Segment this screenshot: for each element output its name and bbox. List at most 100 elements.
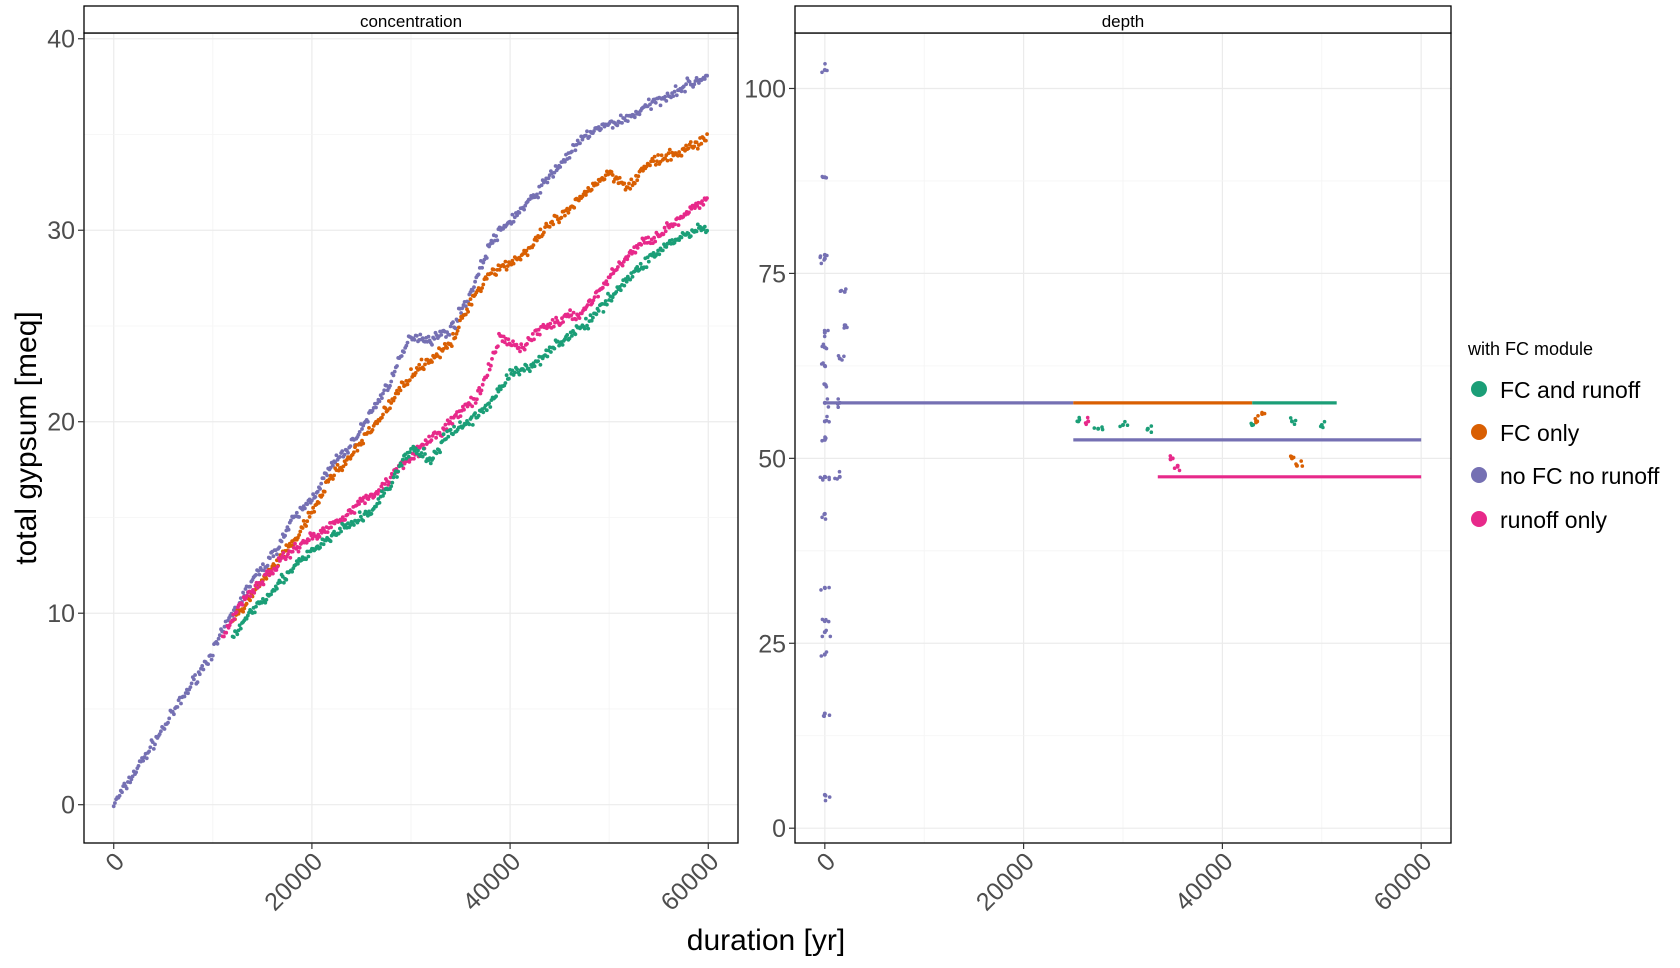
data-point bbox=[528, 369, 532, 374]
data-point bbox=[625, 119, 630, 123]
data-point bbox=[617, 175, 622, 180]
legend-label-no-fc-no-runoff: no FC no runoff bbox=[1500, 463, 1660, 489]
data-point bbox=[550, 318, 555, 322]
data-point bbox=[148, 745, 153, 750]
data-point bbox=[628, 186, 633, 191]
data-point bbox=[684, 82, 688, 87]
data-point bbox=[356, 432, 361, 437]
data-point bbox=[343, 517, 347, 522]
data-point bbox=[510, 258, 515, 263]
data-point bbox=[820, 617, 825, 622]
data-point bbox=[487, 367, 492, 372]
data-point bbox=[496, 344, 500, 349]
data-point bbox=[705, 132, 709, 137]
data-point bbox=[244, 601, 249, 606]
data-point bbox=[585, 129, 589, 134]
points-fc-only bbox=[1253, 410, 1305, 468]
data-point bbox=[517, 372, 522, 377]
data-point bbox=[275, 564, 280, 569]
data-point bbox=[141, 758, 146, 763]
data-point bbox=[672, 89, 677, 94]
data-point bbox=[317, 501, 321, 505]
data-point bbox=[400, 380, 405, 385]
data-point bbox=[340, 468, 345, 473]
data-point bbox=[669, 158, 673, 162]
data-point bbox=[552, 346, 557, 351]
y-tick-label: 10 bbox=[47, 600, 75, 628]
data-point bbox=[298, 529, 303, 534]
data-point bbox=[1100, 427, 1105, 432]
data-point bbox=[501, 334, 506, 339]
data-point bbox=[318, 545, 322, 550]
data-point bbox=[701, 202, 706, 207]
data-point bbox=[1145, 428, 1150, 432]
data-point bbox=[375, 491, 380, 496]
data-point bbox=[822, 258, 826, 262]
data-point bbox=[694, 140, 699, 145]
data-point bbox=[558, 165, 563, 169]
data-point bbox=[300, 526, 305, 530]
data-point bbox=[452, 424, 456, 429]
data-point bbox=[686, 231, 691, 236]
data-point bbox=[476, 272, 481, 277]
data-point bbox=[1172, 466, 1177, 471]
data-point bbox=[294, 510, 299, 515]
data-point bbox=[237, 623, 242, 628]
data-point bbox=[256, 569, 261, 573]
data-point bbox=[641, 168, 645, 173]
data-point bbox=[399, 354, 404, 358]
data-point bbox=[503, 381, 508, 385]
data-point bbox=[569, 313, 574, 318]
data-point bbox=[688, 234, 693, 239]
data-point bbox=[638, 261, 643, 266]
data-point bbox=[658, 103, 663, 108]
data-point bbox=[1293, 418, 1298, 423]
data-point bbox=[502, 340, 507, 345]
data-point bbox=[209, 657, 214, 662]
data-point bbox=[331, 477, 335, 481]
data-point bbox=[414, 334, 419, 338]
data-point bbox=[167, 716, 172, 721]
strip-label: depth bbox=[1102, 12, 1145, 31]
data-point bbox=[304, 540, 309, 545]
legend-label-fc-only: FC only bbox=[1500, 420, 1580, 446]
data-point bbox=[1084, 422, 1088, 427]
data-point bbox=[545, 180, 550, 185]
data-point bbox=[549, 350, 553, 354]
data-point bbox=[463, 304, 468, 309]
data-point bbox=[511, 261, 516, 266]
strip bbox=[794, 5, 1452, 34]
data-point bbox=[262, 568, 266, 573]
data-point bbox=[493, 350, 498, 354]
data-point bbox=[661, 232, 666, 237]
data-point bbox=[147, 749, 152, 754]
data-point bbox=[277, 545, 282, 550]
data-point bbox=[522, 207, 526, 212]
legend-key-fc-and-runoff bbox=[1471, 381, 1487, 397]
data-point bbox=[234, 610, 239, 614]
data-point bbox=[267, 573, 272, 578]
data-point bbox=[339, 529, 343, 534]
data-point bbox=[290, 569, 294, 574]
data-point bbox=[495, 238, 500, 243]
data-point bbox=[599, 126, 603, 131]
data-point bbox=[264, 597, 269, 602]
data-point bbox=[615, 123, 620, 128]
data-point bbox=[496, 389, 501, 394]
data-point bbox=[162, 727, 167, 731]
data-point bbox=[594, 312, 599, 317]
data-point bbox=[538, 362, 543, 367]
data-point bbox=[582, 326, 587, 331]
data-point bbox=[254, 573, 258, 577]
data-point bbox=[296, 549, 301, 554]
data-point bbox=[610, 126, 615, 130]
data-point bbox=[602, 177, 607, 182]
data-point bbox=[434, 451, 439, 456]
data-point bbox=[456, 325, 461, 330]
data-point bbox=[332, 529, 336, 534]
legend-label-runoff-only: runoff only bbox=[1500, 507, 1607, 533]
data-point bbox=[479, 289, 483, 294]
data-point bbox=[391, 373, 396, 378]
data-point bbox=[827, 795, 832, 799]
data-point bbox=[659, 153, 664, 158]
